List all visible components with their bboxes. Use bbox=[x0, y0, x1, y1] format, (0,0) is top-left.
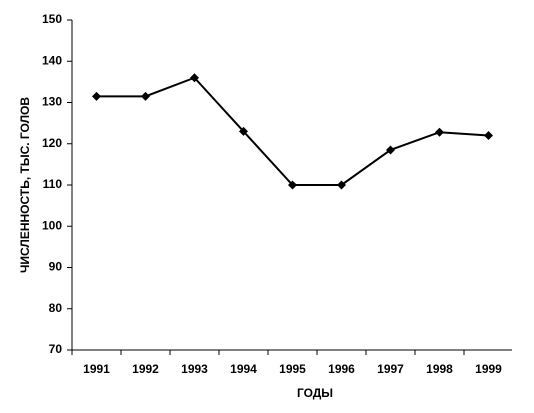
y-tick-label: 100 bbox=[42, 218, 62, 232]
data-point bbox=[337, 180, 346, 190]
data-point bbox=[141, 91, 150, 101]
data-point bbox=[190, 73, 199, 83]
x-tick-label: 1994 bbox=[230, 362, 257, 376]
x-axis-label: ГОДЫ bbox=[297, 386, 333, 400]
x-tick-label: 1991 bbox=[83, 362, 110, 376]
data-point bbox=[435, 127, 444, 137]
y-tick-label: 130 bbox=[42, 95, 62, 109]
x-tick-label: 1999 bbox=[475, 362, 502, 376]
x-tick-label: 1995 bbox=[279, 362, 306, 376]
data-point bbox=[92, 91, 101, 101]
y-tick-label: 150 bbox=[42, 12, 62, 26]
data-line bbox=[96, 76, 489, 186]
data-point bbox=[288, 180, 297, 190]
y-tick-label: 120 bbox=[42, 136, 62, 150]
x-tick-label: 1998 bbox=[426, 362, 453, 376]
y-axis-label: ЧИСЛЕННОСТЬ, ТЫС. ГОЛОВ bbox=[18, 97, 32, 273]
y-tick-label: 90 bbox=[49, 260, 63, 274]
data-point bbox=[386, 145, 395, 155]
y-tick-label: 140 bbox=[42, 53, 62, 67]
y-tick-label: 80 bbox=[49, 301, 63, 315]
data-point bbox=[239, 126, 248, 136]
x-tick-label: 1997 bbox=[377, 362, 404, 376]
x-tick-label: 1993 bbox=[181, 362, 208, 376]
x-tick-label: 1996 bbox=[328, 362, 355, 376]
y-tick-label: 70 bbox=[49, 342, 63, 356]
data-point bbox=[484, 131, 493, 140]
y-tick-label: 110 bbox=[43, 177, 63, 191]
x-tick-label: 1992 bbox=[132, 362, 159, 376]
